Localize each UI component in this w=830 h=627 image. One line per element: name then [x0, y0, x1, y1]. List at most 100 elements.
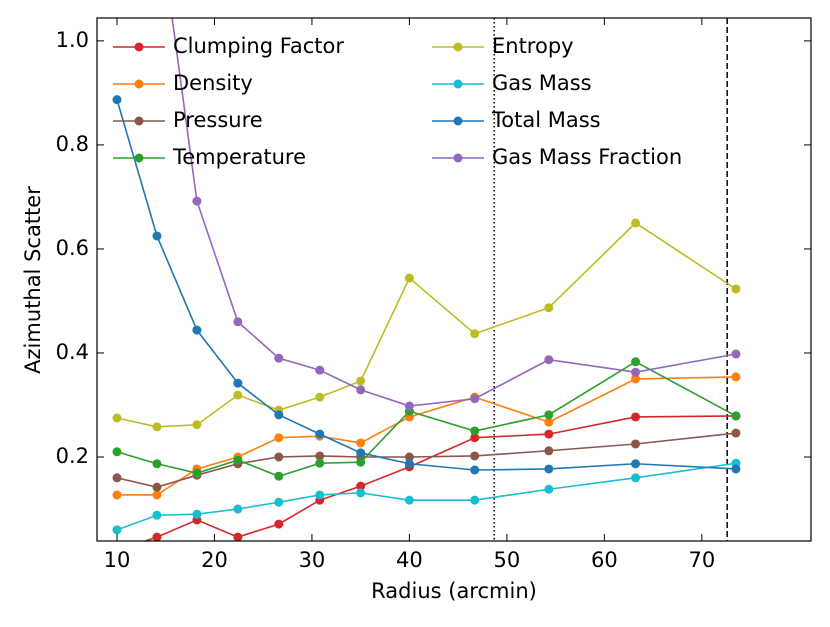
data-point	[315, 451, 325, 461]
series-line	[116, 99, 736, 471]
data-point	[544, 484, 554, 494]
data-point	[274, 452, 284, 462]
series-line	[142, 415, 736, 541]
data-point	[631, 357, 641, 367]
legend-swatch	[134, 116, 144, 126]
legend-label: Total Mass	[491, 108, 601, 132]
data-point	[631, 439, 641, 449]
data-point	[544, 429, 554, 439]
data-point	[731, 349, 741, 359]
data-point	[631, 374, 641, 384]
data-point	[112, 413, 122, 423]
data-point	[274, 471, 284, 481]
data-point	[112, 447, 122, 457]
legend-swatch	[134, 79, 144, 89]
data-point	[731, 411, 741, 421]
data-point	[356, 385, 366, 395]
data-point	[631, 473, 641, 483]
data-point	[274, 433, 284, 443]
data-point	[112, 473, 122, 483]
data-point	[470, 495, 480, 505]
data-point	[631, 459, 641, 469]
data-point	[152, 231, 162, 241]
data-point	[315, 392, 325, 402]
series-line	[116, 462, 737, 531]
plot-frame	[96, 17, 812, 542]
legend-swatch	[453, 153, 463, 163]
legend-label: Temperature	[172, 145, 306, 169]
data-point	[233, 504, 243, 514]
data-point	[233, 390, 243, 400]
data-point	[152, 422, 162, 432]
x-tick-label: 10	[104, 548, 131, 572]
y-tick-label: 0.6	[56, 236, 89, 260]
data-point	[470, 394, 480, 404]
data-point	[356, 488, 366, 498]
x-axis-label: Radius (arcmin)	[371, 579, 537, 603]
data-point	[152, 490, 162, 500]
series-line	[116, 432, 737, 488]
data-point	[356, 481, 366, 491]
legend-swatch	[453, 79, 463, 89]
data-point	[356, 448, 366, 458]
legend-swatch	[453, 42, 463, 52]
series-line	[171, 18, 737, 407]
x-tick-label: 20	[201, 548, 228, 572]
data-point	[152, 482, 162, 492]
y-tick-label: 0.8	[56, 132, 89, 156]
legend-label: Gas Mass Fraction	[492, 145, 682, 169]
data-point	[192, 325, 202, 335]
data-point	[544, 410, 554, 420]
data-point	[152, 510, 162, 520]
legend-label: Gas Mass	[492, 71, 592, 95]
x-tick-label: 70	[688, 548, 715, 572]
y-tick-label: 0.2	[56, 444, 89, 468]
data-point	[356, 376, 366, 386]
data-point	[404, 401, 414, 411]
y-axis-label: Azimuthal Scatter	[21, 186, 45, 374]
x-tick-label: 60	[591, 548, 618, 572]
legend-label: Density	[173, 71, 253, 95]
data-point	[112, 490, 122, 500]
data-point	[404, 452, 414, 462]
data-point	[274, 353, 284, 363]
x-tick-label: 40	[396, 548, 423, 572]
data-point	[470, 465, 480, 475]
series-line	[116, 376, 736, 496]
data-point	[544, 355, 554, 365]
data-point	[274, 519, 284, 529]
data-point	[631, 218, 641, 228]
data-point	[631, 367, 641, 377]
data-point	[233, 378, 243, 388]
data-point	[731, 284, 741, 294]
data-point	[192, 509, 202, 519]
data-point	[404, 459, 414, 469]
data-point	[274, 497, 284, 507]
series-line	[116, 221, 737, 428]
data-point	[731, 464, 741, 474]
data-point	[470, 426, 480, 436]
data-point	[233, 532, 243, 541]
data-point	[152, 532, 162, 541]
plot-area	[112, 18, 741, 541]
y-tick-label: 0.4	[56, 340, 89, 364]
data-point	[274, 410, 284, 420]
legend-swatch	[134, 153, 144, 163]
data-point	[544, 417, 554, 427]
data-point	[470, 329, 480, 339]
legend-swatch	[453, 116, 463, 126]
y-tick-label: 1.0	[56, 28, 89, 52]
legend-label: Pressure	[173, 108, 263, 132]
data-point	[544, 303, 554, 313]
data-point	[315, 365, 325, 375]
x-tick-label: 30	[299, 548, 326, 572]
data-point	[470, 433, 480, 443]
data-point	[731, 372, 741, 382]
data-point	[192, 420, 202, 430]
data-point	[192, 468, 202, 478]
data-point	[404, 495, 414, 505]
data-point	[356, 457, 366, 467]
legend-label: Entropy	[492, 34, 574, 58]
data-point	[315, 490, 325, 500]
